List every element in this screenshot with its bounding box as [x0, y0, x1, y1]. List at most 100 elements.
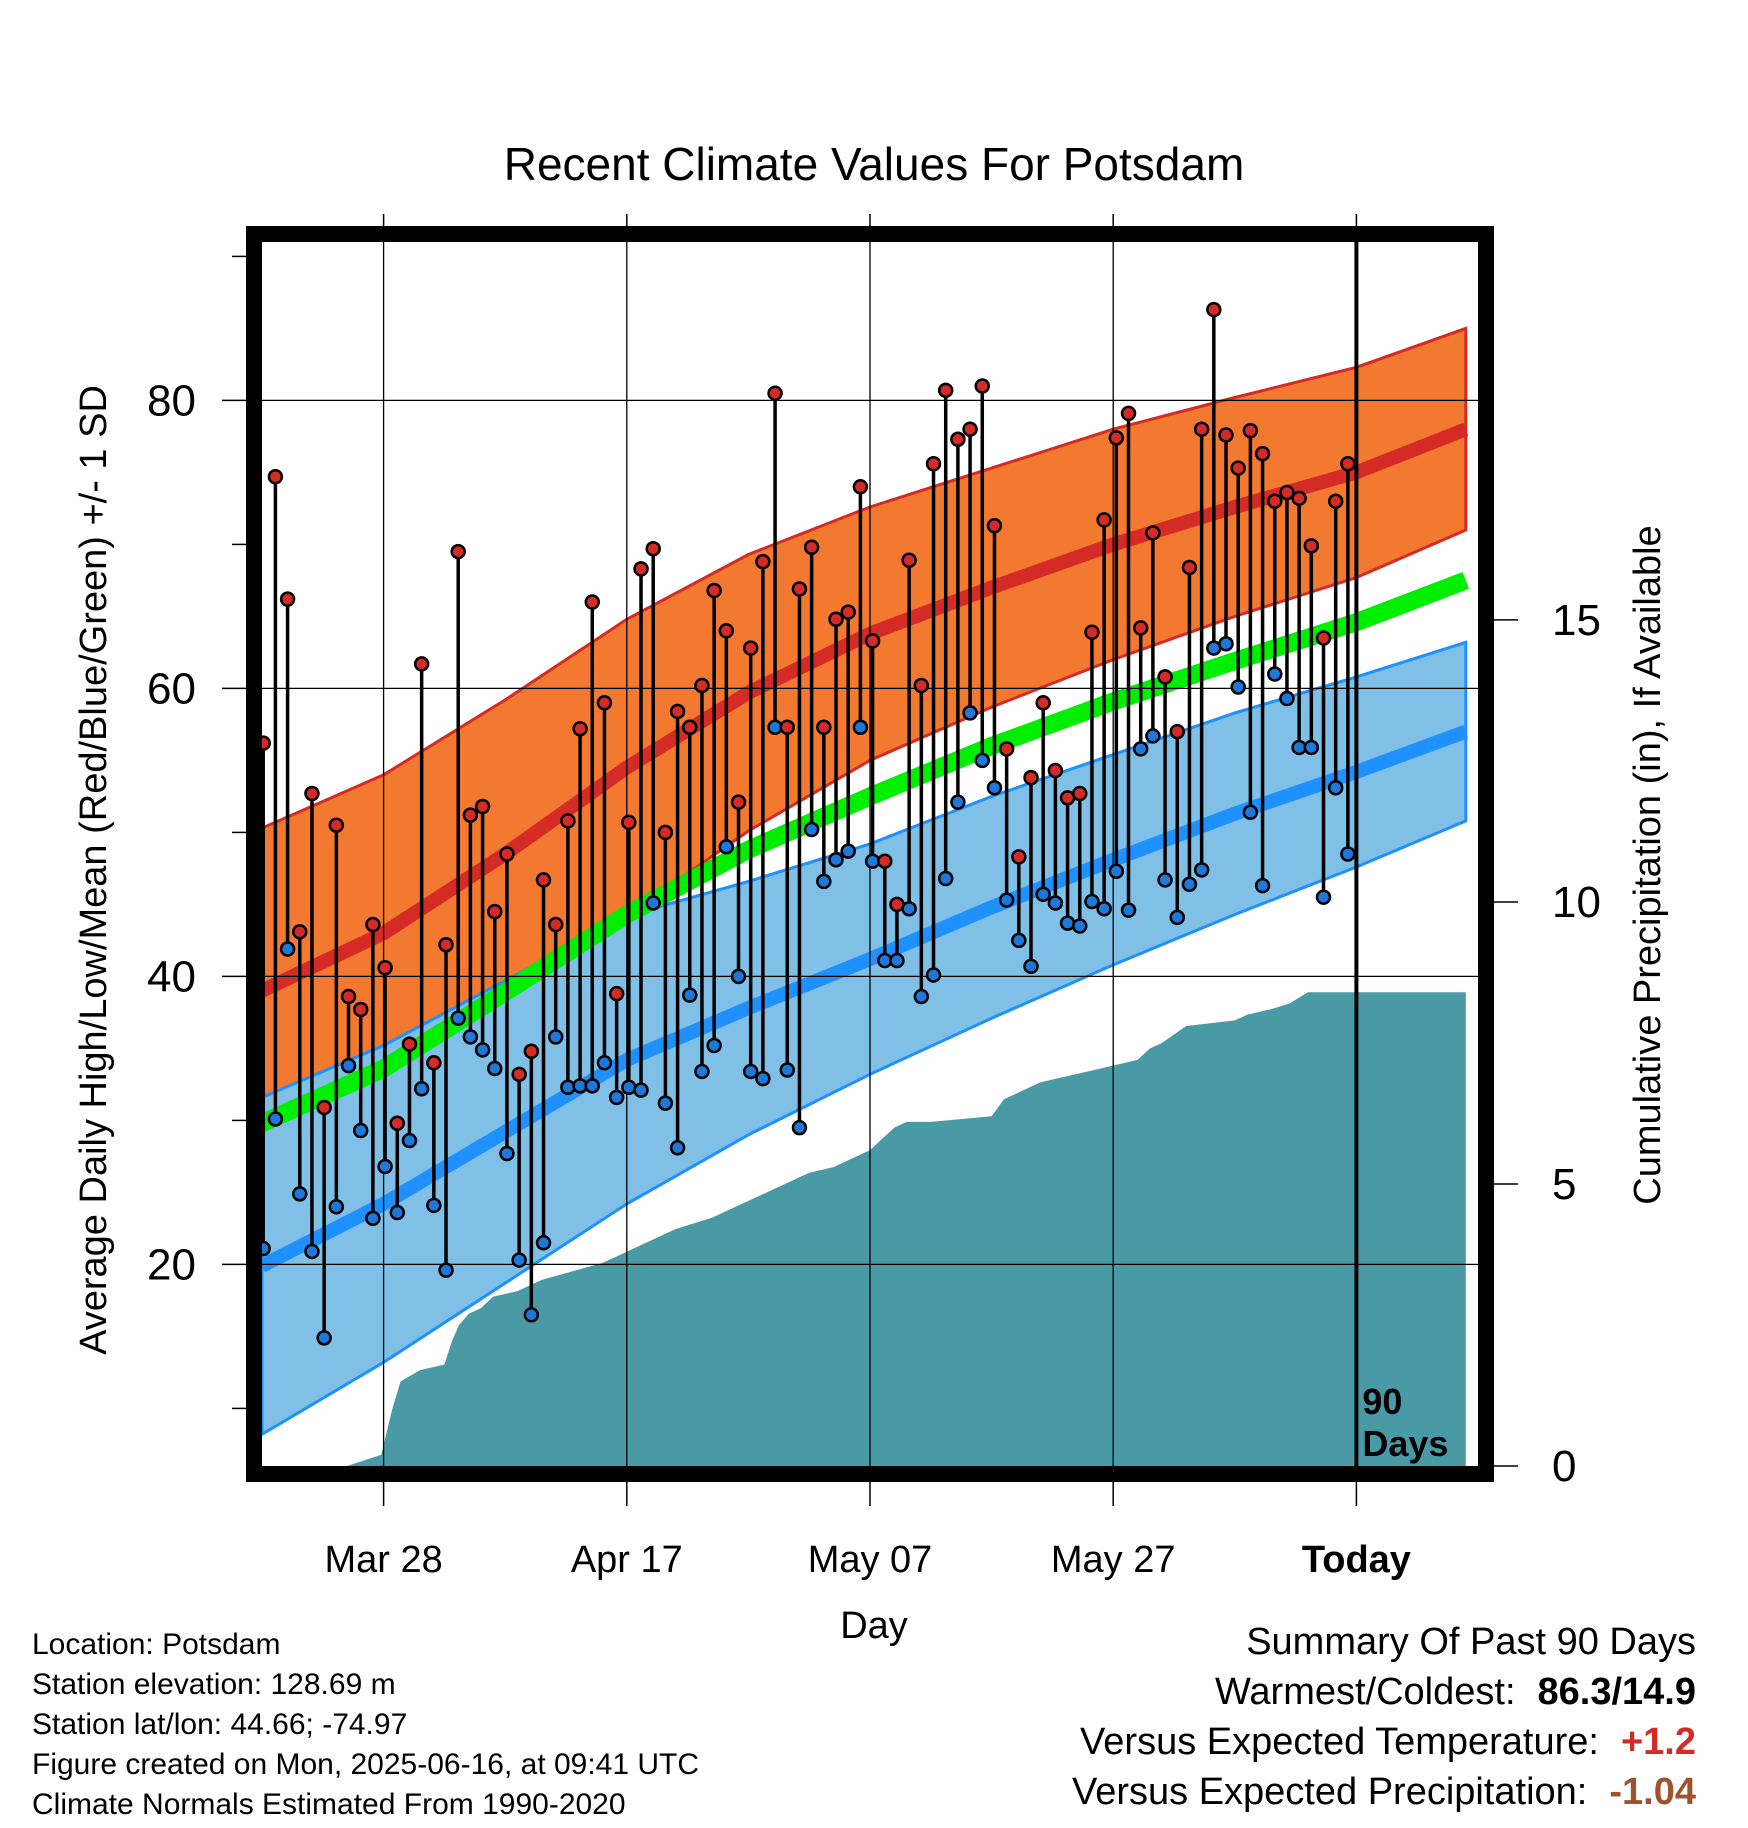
daily-high-point	[584, 594, 601, 610]
daily-low-point	[962, 705, 978, 721]
daily-low-point	[986, 780, 1003, 796]
daily-high-point	[1157, 669, 1173, 685]
daily-low-point	[852, 719, 869, 736]
daily-low-point	[267, 1111, 284, 1127]
daily-high-point	[328, 817, 345, 833]
daily-high-point	[803, 539, 820, 556]
daily-low-point	[840, 843, 856, 859]
y2-tick-label: 5	[1552, 1160, 1576, 1209]
daily-high-point	[1035, 695, 1051, 711]
daily-high-point	[474, 798, 491, 815]
daily-high-point	[864, 633, 881, 649]
daily-low-point	[889, 952, 905, 969]
daily-high-point	[572, 720, 588, 737]
daily-high-point	[499, 846, 515, 862]
daily-high-point	[1291, 490, 1307, 507]
daily-high-point	[633, 561, 649, 577]
daily-high-point	[779, 719, 796, 736]
daily-low-point	[803, 821, 820, 838]
daily-low-point	[1096, 900, 1112, 917]
daily-high-point	[852, 479, 869, 495]
daily-high-point	[657, 824, 674, 841]
daily-high-point	[1084, 624, 1100, 640]
normals-text: Climate Normals Estimated From 1990-2020	[32, 1788, 626, 1821]
daily-high-point	[426, 1055, 442, 1071]
daily-high-point	[986, 517, 1003, 534]
daily-low-point	[328, 1199, 345, 1215]
daily-high-point	[377, 960, 393, 976]
daily-low-point	[1267, 666, 1283, 682]
summary-temperature: Versus Expected Temperature: +1.2	[1080, 1720, 1696, 1764]
y2-axis-label: Cumulative Precipitation (in), If Availa…	[1627, 525, 1669, 1204]
daily-low-point	[1181, 876, 1198, 892]
cumulative-precipitation-area	[262, 992, 1466, 1466]
daily-high-point	[1145, 525, 1161, 541]
daily-low-point	[262, 1240, 271, 1257]
daily-low-point	[1193, 862, 1210, 878]
daily-high-point	[340, 988, 357, 1005]
daily-low-point	[998, 892, 1015, 908]
daily-high-point	[1303, 538, 1320, 554]
daily-high-point	[462, 807, 479, 823]
daily-low-point	[1035, 886, 1051, 903]
daily-low-point	[1340, 846, 1356, 862]
daily-high-point	[560, 813, 576, 829]
daily-low-point	[706, 1037, 722, 1054]
daily-high-point	[913, 677, 930, 694]
daily-high-point	[365, 916, 381, 933]
daily-low-point	[1315, 889, 1332, 905]
daily-high-point	[767, 385, 783, 401]
daily-low-point	[608, 1089, 625, 1106]
daily-high-point	[1132, 620, 1149, 636]
summary-precipitation: Versus Expected Precipitation: -1.04	[1072, 1770, 1696, 1814]
daily-low-point	[1169, 909, 1186, 926]
daily-low-point	[1242, 804, 1259, 820]
daily-high-point	[535, 872, 552, 888]
daily-high-point	[292, 924, 308, 940]
daily-high-point	[694, 677, 710, 694]
x-axis-label: Day	[840, 1605, 908, 1647]
daily-low-point	[462, 1029, 479, 1045]
daily-high-point	[608, 985, 625, 1002]
daily-high-point	[645, 540, 661, 557]
daily-low-point	[279, 941, 296, 957]
daily-high-point	[1218, 427, 1234, 443]
temperature-label: Versus Expected Temperature:	[1080, 1721, 1599, 1763]
daily-high-point	[706, 582, 722, 599]
daily-low-point	[1023, 958, 1039, 975]
x-tick-label: Mar 28	[324, 1539, 442, 1581]
daily-high-point	[1047, 762, 1064, 779]
daily-high-point	[950, 431, 966, 448]
daily-low-point	[950, 794, 966, 810]
plot-frame	[246, 226, 1494, 1482]
daily-high-point	[877, 853, 893, 869]
daily-low-point	[426, 1197, 442, 1214]
daily-low-point	[816, 873, 832, 890]
daily-low-point	[1279, 690, 1295, 707]
daily-low-point	[779, 1062, 796, 1078]
daily-high-point	[1011, 849, 1027, 865]
daily-low-point	[389, 1204, 406, 1221]
daily-low-point	[1145, 728, 1161, 744]
y-axis-label: Average Daily High/Low/Mean (Red/Blue/Gr…	[73, 385, 115, 1355]
daily-high-point	[1108, 430, 1125, 446]
precipitation-value: -1.04	[1609, 1771, 1696, 1813]
daily-high-point	[1254, 445, 1271, 462]
daily-high-point	[316, 1099, 332, 1116]
daily-high-point	[828, 611, 844, 628]
daily-high-point	[974, 378, 991, 394]
daily-low-point	[1072, 918, 1088, 934]
summary-warmest: Warmest/Coldest: 86.3/14.9	[1215, 1670, 1696, 1714]
daily-low-point	[584, 1078, 601, 1094]
daily-high-point	[1340, 456, 1356, 472]
daily-high-point	[438, 936, 454, 953]
daily-low-point	[474, 1042, 491, 1058]
daily-high-point	[1267, 493, 1283, 509]
daily-high-point	[401, 1036, 418, 1052]
precipitation-label: Versus Expected Precipitation:	[1071, 1771, 1588, 1813]
daily-low-point	[742, 1063, 759, 1080]
daily-high-point	[937, 382, 954, 399]
daily-low-point	[1011, 932, 1027, 949]
summary-heading: Summary Of Past 90 Days	[1246, 1621, 1696, 1663]
